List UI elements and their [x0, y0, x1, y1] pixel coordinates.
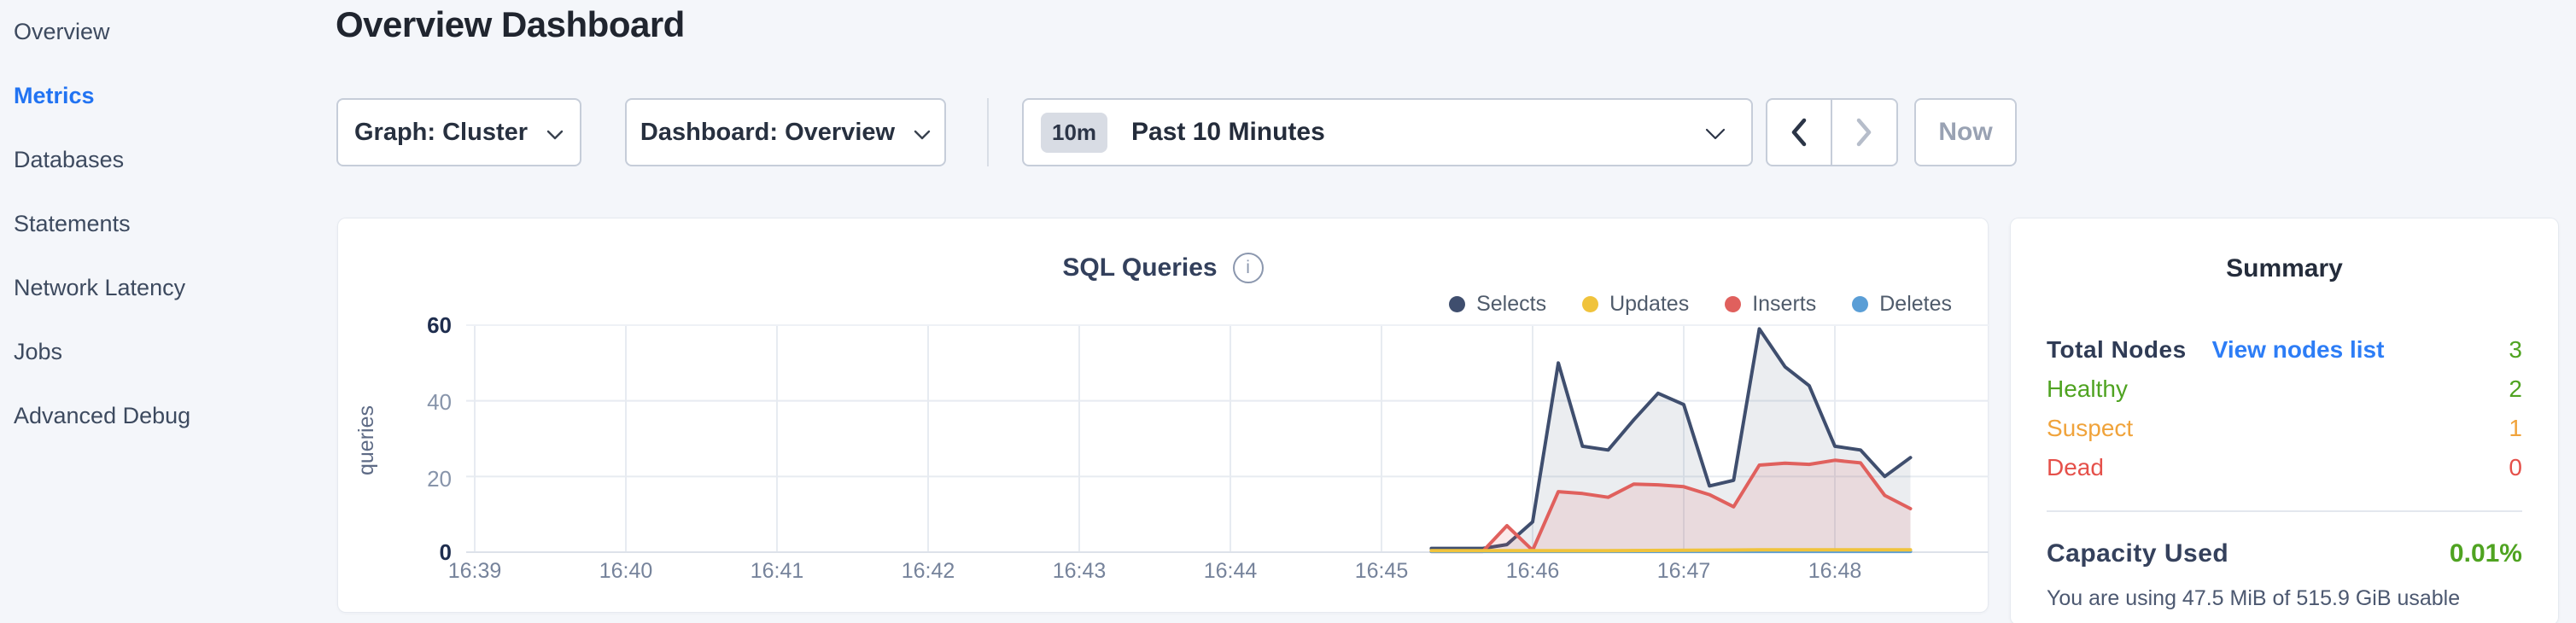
legend-label: Deletes: [1879, 292, 1952, 317]
chevron-down-icon: [546, 119, 564, 147]
x-tick: 16:43: [1028, 558, 1130, 584]
chart-header: SQL Queries i: [338, 253, 1988, 283]
sidebar: Overview Metrics Databases Statements Ne…: [0, 0, 333, 623]
suspect-value: 1: [2509, 415, 2522, 442]
updates-dot-icon: [1582, 296, 1598, 312]
y-axis-unit-label: queries: [354, 382, 378, 498]
graph-scope-dropdown[interactable]: Graph: Cluster: [336, 98, 581, 166]
sidebar-item-metrics[interactable]: Metrics: [14, 79, 95, 112]
now-button[interactable]: Now: [1914, 98, 2017, 166]
page-title: Overview Dashboard: [336, 4, 685, 45]
x-tick: 16:46: [1481, 558, 1584, 584]
legend-label: Selects: [1476, 292, 1546, 317]
suspect-label: Suspect: [2047, 415, 2133, 442]
previous-time-window-button[interactable]: [1767, 100, 1832, 165]
y-tick-60: 60: [392, 312, 452, 338]
info-icon[interactable]: i: [1233, 253, 1264, 283]
graph-scope-label: Graph: Cluster: [354, 119, 528, 147]
healthy-nodes-row: Healthy 2: [2047, 376, 2522, 406]
y-tick-20: 20: [392, 466, 452, 492]
sidebar-item-statements[interactable]: Statements: [14, 207, 131, 240]
selects-dot-icon: [1449, 296, 1465, 312]
x-tick: 16:48: [1784, 558, 1886, 584]
x-tick: 16:42: [877, 558, 979, 584]
next-time-window-button[interactable]: [1832, 100, 1897, 165]
summary-panel: Summary Total Nodes View nodes list 3 He…: [2010, 218, 2559, 623]
dead-nodes-row: Dead 0: [2047, 454, 2522, 485]
x-tick: 16:44: [1179, 558, 1282, 584]
sql-queries-chart-card: SQL Queries i Selects Updates Inserts De…: [337, 218, 1989, 613]
controls-divider: [987, 98, 989, 166]
x-tick: 16:47: [1633, 558, 1735, 584]
legend-item-selects[interactable]: Selects: [1449, 292, 1546, 317]
dashboard-dropdown[interactable]: Dashboard: Overview: [625, 98, 946, 166]
chevron-down-icon: [914, 119, 931, 147]
chart-title: SQL Queries: [1062, 253, 1217, 282]
chart-legend: Selects Updates Inserts Deletes: [1413, 292, 1952, 317]
suspect-nodes-row: Suspect 1: [2047, 415, 2522, 445]
y-tick-40: 40: [392, 389, 452, 415]
legend-label: Updates: [1609, 292, 1689, 317]
deletes-dot-icon: [1852, 296, 1868, 312]
legend-item-deletes[interactable]: Deletes: [1852, 292, 1952, 317]
legend-item-updates[interactable]: Updates: [1582, 292, 1689, 317]
dead-label: Dead: [2047, 454, 2104, 481]
capacity-used-label: Capacity Used: [2047, 539, 2228, 568]
sidebar-item-network-latency[interactable]: Network Latency: [14, 271, 185, 304]
time-range-badge: 10m: [1041, 113, 1107, 153]
sidebar-item-databases[interactable]: Databases: [14, 143, 124, 176]
chevron-right-icon: [1854, 117, 1874, 148]
legend-item-inserts[interactable]: Inserts: [1725, 292, 1816, 317]
view-nodes-list-link[interactable]: View nodes list: [2212, 336, 2385, 364]
sql-queries-plot: [466, 323, 1995, 557]
time-range-label: Past 10 Minutes: [1131, 118, 1325, 147]
sidebar-item-overview[interactable]: Overview: [14, 15, 110, 48]
dashboard-label: Dashboard: Overview: [640, 119, 895, 147]
summary-title: Summary: [2047, 254, 2522, 283]
sidebar-item-advanced-debug[interactable]: Advanced Debug: [14, 399, 190, 432]
x-tick: 16:40: [575, 558, 677, 584]
time-window-arrows: [1766, 98, 1898, 166]
time-range-picker[interactable]: 10m Past 10 Minutes: [1022, 98, 1753, 166]
total-nodes-row: Total Nodes View nodes list 3: [2047, 336, 2522, 367]
dead-value: 0: [2509, 454, 2522, 481]
summary-divider: [2047, 510, 2522, 512]
x-tick: 16:41: [726, 558, 828, 584]
chevron-down-icon: [1705, 119, 1726, 147]
inserts-dot-icon: [1725, 296, 1741, 312]
capacity-used-value: 0.01%: [2450, 539, 2522, 568]
x-tick: 16:39: [423, 558, 526, 584]
healthy-value: 2: [2509, 376, 2522, 403]
total-nodes-value: 3: [2509, 336, 2522, 364]
capacity-used-row: Capacity Used 0.01%: [2047, 539, 2522, 570]
healthy-label: Healthy: [2047, 376, 2128, 403]
sidebar-item-jobs[interactable]: Jobs: [14, 335, 62, 368]
legend-label: Inserts: [1752, 292, 1816, 317]
capacity-description: You are using 47.5 MiB of 515.9 GiB usab…: [2047, 582, 2512, 623]
total-nodes-label: Total Nodes: [2047, 336, 2187, 364]
chevron-left-icon: [1789, 117, 1809, 148]
x-tick: 16:45: [1330, 558, 1433, 584]
